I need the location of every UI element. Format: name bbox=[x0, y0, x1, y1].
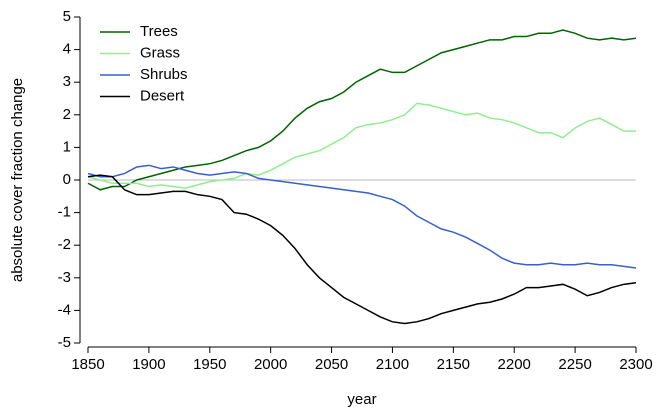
legend-label: Trees bbox=[140, 23, 178, 40]
x-tick-label: 2250 bbox=[558, 356, 591, 373]
x-tick-label: 1850 bbox=[71, 356, 104, 373]
legend-label: Grass bbox=[140, 44, 180, 61]
x-tick-label: 1900 bbox=[132, 356, 165, 373]
legend-label: Desert bbox=[140, 87, 185, 104]
y-tick-label: 0 bbox=[63, 171, 71, 188]
series-line bbox=[87, 102, 636, 189]
y-tick-label: 4 bbox=[63, 41, 71, 58]
x-tick-label: 2050 bbox=[315, 356, 348, 373]
y-tick-label: -3 bbox=[58, 269, 71, 286]
x-tick-label: 1950 bbox=[193, 356, 226, 373]
y-tick-label: -2 bbox=[58, 236, 71, 253]
y-tick-label: 3 bbox=[63, 73, 71, 90]
series-line bbox=[87, 174, 637, 325]
x-axis-label: year bbox=[347, 391, 376, 408]
legend-label: Shrubs bbox=[140, 66, 188, 83]
y-tick-label: 5 bbox=[63, 8, 71, 25]
y-tick-label: -5 bbox=[58, 334, 71, 351]
x-tick-label: 2200 bbox=[498, 356, 531, 373]
x-tick-label: 2100 bbox=[376, 356, 409, 373]
y-tick-label: 1 bbox=[63, 138, 71, 155]
series-line bbox=[87, 164, 637, 269]
x-tick-label: 2300 bbox=[619, 356, 652, 373]
y-tick-label: -4 bbox=[58, 301, 71, 318]
y-axis-label: absolute cover fraction change bbox=[9, 78, 26, 282]
y-tick-label: -1 bbox=[58, 204, 71, 221]
y-tick-label: 2 bbox=[63, 106, 71, 123]
x-tick-label: 2000 bbox=[254, 356, 287, 373]
x-tick-label: 2150 bbox=[437, 356, 470, 373]
